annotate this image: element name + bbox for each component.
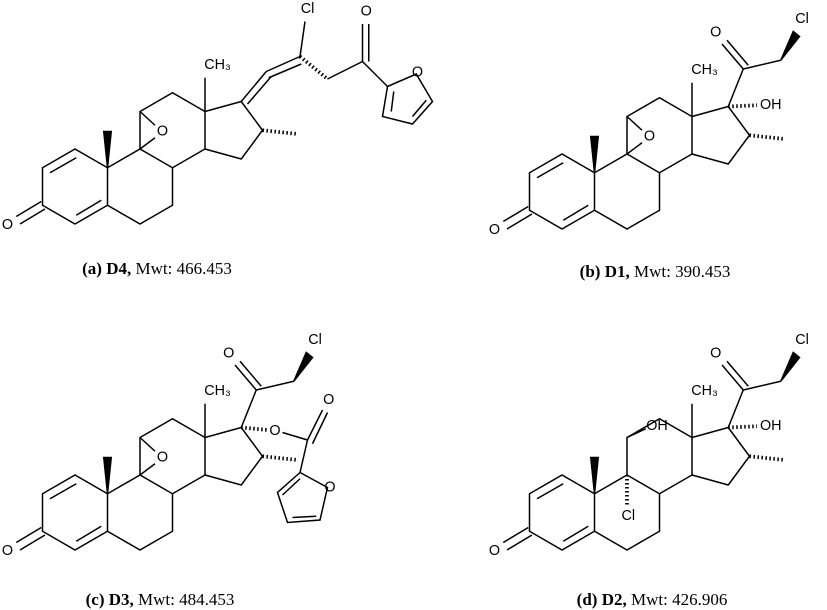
bond: [241, 425, 268, 432]
structure-d4: O O CH₃ Cl O O: [2, 1, 434, 233]
atom-label: OH: [760, 97, 782, 113]
atom-label: O: [324, 479, 335, 495]
caption-part: Mwt:: [634, 262, 671, 281]
atom-label: O: [157, 449, 168, 465]
atom-label: O: [412, 65, 423, 81]
atom-label: O: [710, 25, 721, 41]
atom-label: CH₃: [204, 383, 231, 399]
bond-group: [721, 30, 801, 108]
bond: [246, 76, 272, 105]
bond: [282, 431, 308, 441]
bond: [299, 21, 306, 57]
caption: (b) D1, Mwt: 390.453: [580, 262, 731, 281]
atom-label: O: [489, 543, 500, 559]
caption-part: (a) D4,: [82, 259, 131, 278]
structure-d1: O O CH₃ O Cl OH: [489, 11, 809, 238]
caption-part: (c) D3,: [86, 590, 134, 609]
bond: [292, 515, 317, 519]
bond: [306, 409, 324, 441]
bond: [311, 412, 329, 445]
atom-label: O: [644, 128, 655, 144]
atom-label: CH₃: [204, 57, 231, 73]
atom-label: OH: [646, 418, 668, 434]
bond: [390, 91, 395, 112]
bond: [281, 478, 301, 496]
bond: [268, 63, 302, 79]
caption-part: 466.453: [177, 259, 232, 278]
caption-part: 390.453: [675, 262, 730, 281]
atom-label: Cl: [621, 508, 635, 524]
bond-group: [241, 409, 329, 524]
bond-group: [501, 401, 787, 552]
atom-label: CH₃: [691, 383, 718, 399]
bond: [265, 55, 301, 73]
bond-group: [139, 436, 156, 476]
bond-group: [14, 75, 300, 226]
bond-group: [240, 21, 434, 125]
bond: [381, 73, 434, 125]
bond: [361, 60, 389, 88]
caption-part: Mwt:: [631, 590, 668, 609]
structure-d2: O OH Cl CH₃ O Cl OH: [489, 332, 809, 559]
caption-part: 484.453: [179, 590, 234, 609]
caption-part: Mwt:: [138, 590, 175, 609]
atom-label: O: [2, 543, 13, 559]
bond-group: [234, 351, 314, 429]
bond-group: [626, 115, 643, 155]
atom-label: OH: [760, 418, 782, 434]
bond: [728, 424, 758, 430]
caption: (c) D3, Mwt: 484.453: [86, 590, 235, 609]
bond: [626, 428, 647, 439]
bond-group: [139, 110, 156, 150]
bond: [298, 55, 329, 81]
atom-label: O: [361, 3, 372, 19]
atom-label: Cl: [301, 1, 315, 17]
atom-label: O: [2, 217, 13, 233]
atom-label: Cl: [308, 332, 322, 348]
atom-label: Cl: [795, 11, 809, 27]
bond: [411, 99, 427, 117]
atom-label: O: [223, 346, 234, 362]
caption-part: (d) D2,: [577, 590, 627, 609]
bond-group: [625, 424, 758, 505]
atom-label: O: [710, 346, 721, 362]
caption: (d) D2, Mwt: 426.906: [577, 590, 728, 609]
atom-label: CH₃: [691, 62, 718, 78]
caption-part: Mwt:: [136, 259, 173, 278]
atom-label: O: [157, 123, 168, 139]
bond-group: [14, 401, 300, 552]
caption-part: 426.906: [672, 590, 727, 609]
caption: (a) D4, Mwt: 466.453: [82, 259, 232, 278]
bond: [240, 71, 267, 102]
bond-group: [501, 80, 787, 231]
bond: [299, 439, 309, 473]
atom-label: O: [269, 423, 280, 439]
bond: [728, 103, 758, 109]
atom-label: Cl: [795, 332, 809, 348]
bond: [276, 471, 329, 524]
bond-group: [721, 351, 801, 429]
atom-label: O: [489, 222, 500, 238]
bond: [327, 60, 363, 80]
structure-d3: O O CH₃ O Cl O O O: [2, 332, 336, 559]
atom-label: O: [323, 392, 334, 408]
caption-part: (b) D1,: [580, 262, 630, 281]
bond-group: [728, 103, 758, 109]
